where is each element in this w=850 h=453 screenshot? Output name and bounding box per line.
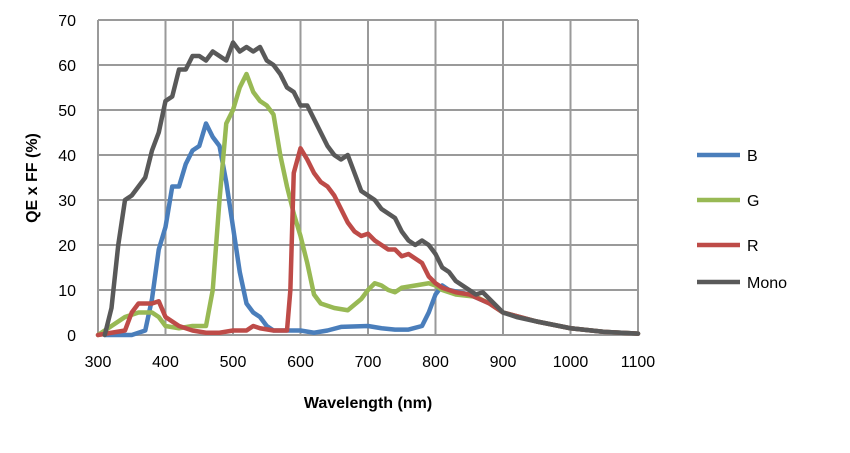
series-lines: [95, 40, 641, 338]
legend: B G R Mono: [697, 148, 787, 292]
y-tick-label: 10: [58, 283, 76, 300]
y-tick-label: 30: [58, 193, 76, 210]
x-tick-label: 600: [287, 354, 314, 371]
x-tick-label: 1000: [553, 354, 589, 371]
y-tick-label: 60: [58, 58, 76, 75]
x-tick-label: 1100: [621, 354, 656, 371]
y-tick-labels: 0 10 20 30 40 50 60 70: [58, 13, 76, 345]
y-tick-label: 40: [58, 148, 76, 165]
y-tick-label: 0: [67, 328, 76, 345]
y-axis-label: QE x FF (%): [24, 133, 41, 223]
y-tick-label: 50: [58, 103, 76, 120]
series-mono-line: [102, 40, 641, 338]
legend-label-g: G: [747, 193, 759, 210]
grid: [97, 19, 639, 336]
y-tick-label: 20: [58, 238, 76, 255]
x-tick-label: 300: [85, 354, 112, 371]
x-axis-label: Wavelength (nm): [304, 395, 432, 412]
series-r-line: [95, 146, 641, 338]
x-tick-labels: 300 400 500 600 700 800 900 1000 1100: [85, 354, 656, 371]
legend-label-b: B: [747, 148, 758, 165]
y-tick-label: 70: [58, 13, 76, 30]
x-tick-label: 500: [220, 354, 247, 371]
x-tick-label: 400: [152, 354, 179, 371]
legend-label-mono: Mono: [747, 275, 787, 292]
x-tick-label: 700: [355, 354, 382, 371]
x-tick-label: 900: [490, 354, 517, 371]
legend-label-r: R: [747, 238, 759, 255]
x-tick-label: 800: [422, 354, 449, 371]
